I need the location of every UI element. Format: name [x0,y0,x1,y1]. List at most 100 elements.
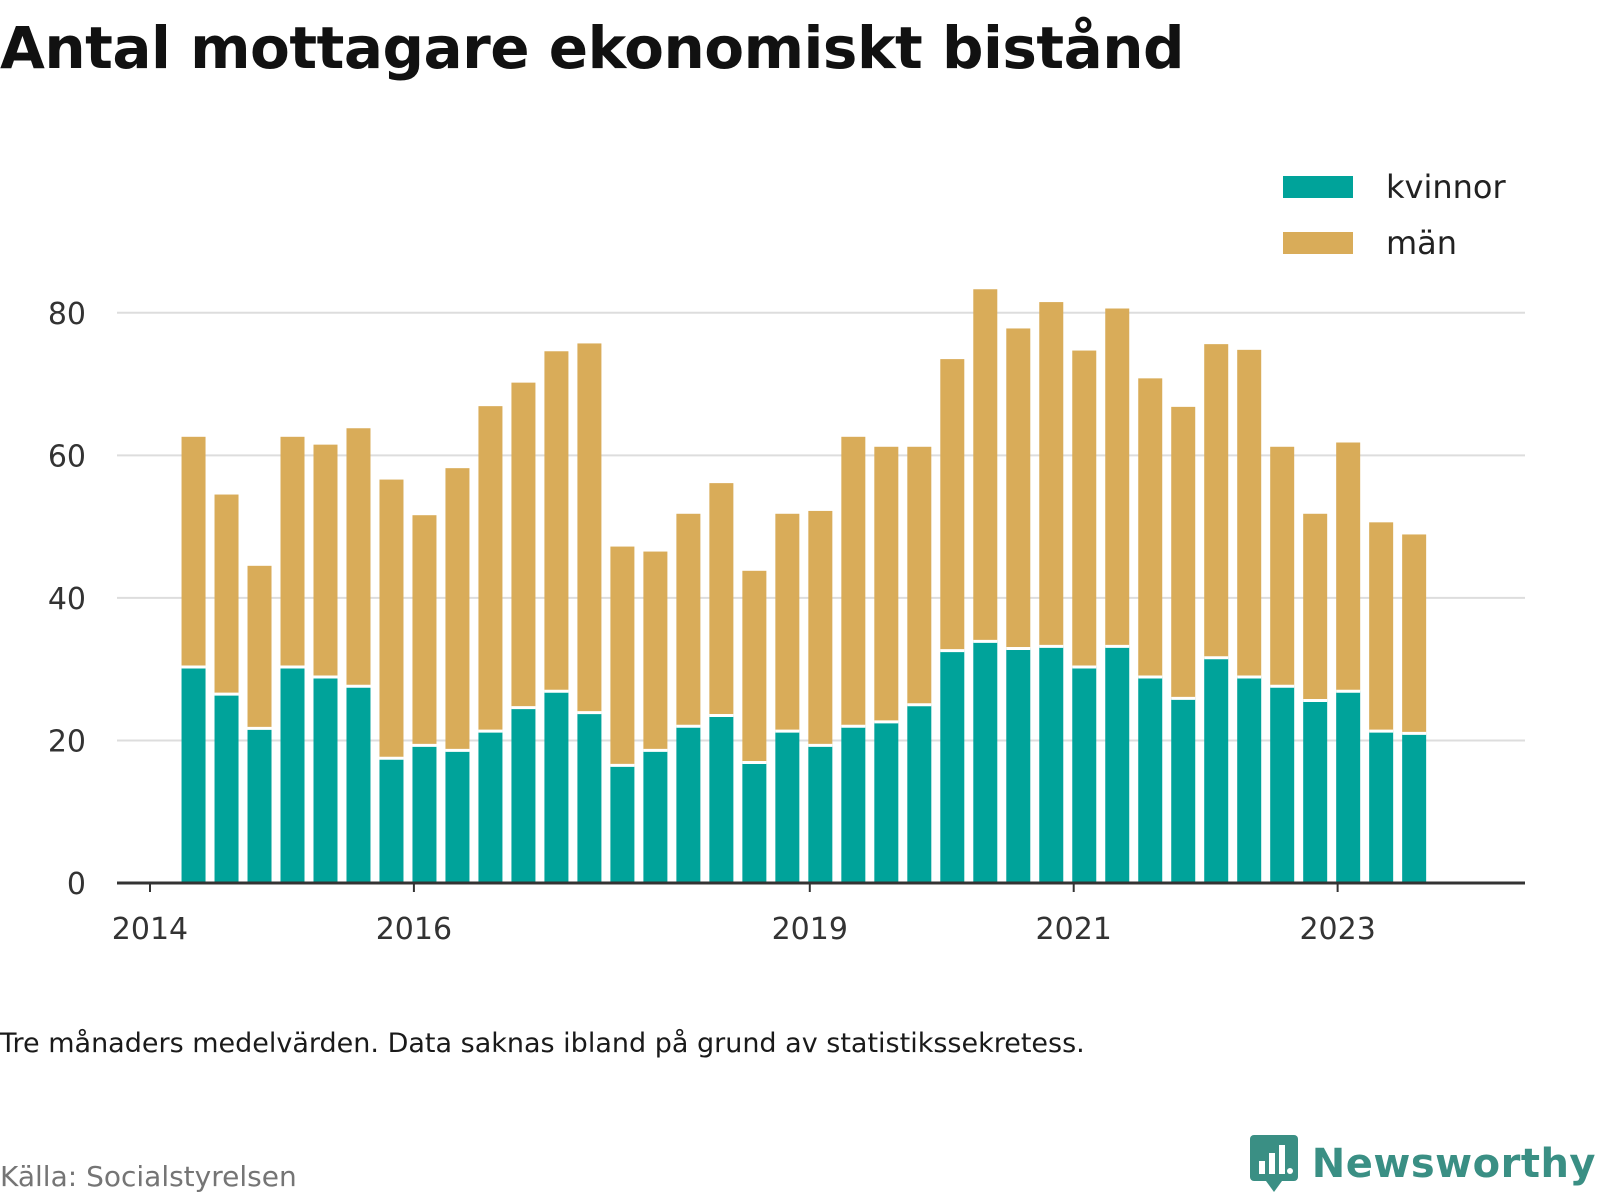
bar-man [1303,513,1328,701]
bar-kvinnor [1303,700,1328,883]
bar-kvinnor [280,667,305,883]
bar-man [874,446,899,722]
y-tick-label: 20 [48,724,86,759]
bar-man [214,494,239,695]
bar-kvinnor [247,728,272,883]
bar-kvinnor [511,707,536,883]
bar-kvinnor [1072,667,1097,883]
bar-man [775,513,800,732]
bar-kvinnor [1369,731,1394,883]
bar-man [1237,349,1262,678]
bar-man [808,510,833,746]
bar-man [841,436,866,727]
x-tick-label: 2023 [1299,912,1375,947]
bar-man [1171,406,1196,699]
bar-man [181,436,206,668]
newsworthy-logo-icon [1249,1135,1298,1192]
bar-man [445,468,470,751]
bar-man [412,515,437,746]
x-tick-label: 2016 [376,912,452,947]
bar-kvinnor [610,765,635,883]
legend[interactable]: kvinnor män [1270,162,1532,270]
bar-man [676,513,701,727]
bar-man [511,382,536,708]
y-tick-label: 0 [67,867,86,902]
bar-man [313,444,338,678]
x-tick-label: 2019 [772,912,848,947]
bar-kvinnor [544,691,569,883]
legend-label: män [1386,224,1457,262]
bar-kvinnor [1171,698,1196,883]
bar-kvinnor [1006,648,1031,883]
bars [181,289,1427,883]
bar-man [973,289,998,642]
bar-kvinnor [1237,677,1262,883]
bar-kvinnor [808,745,833,883]
bar-kvinnor [841,726,866,883]
bar-man [478,406,503,732]
bar-kvinnor [1204,657,1229,883]
bar-man [346,428,371,687]
bar-kvinnor [775,731,800,883]
bar-kvinnor [709,715,734,883]
bar-man [742,570,767,763]
bar-man [610,546,635,766]
bar-kvinnor [445,750,470,883]
bar-man [1138,378,1163,678]
bar-kvinnor [1270,686,1295,883]
bar-kvinnor [676,726,701,883]
legend-label: kvinnor [1386,168,1507,206]
bar-kvinnor [1402,733,1427,883]
legend-swatch [1283,232,1353,254]
brand[interactable]: Newsworthy [1249,1134,1596,1194]
bar-kvinnor [973,641,998,883]
y-tick-label: 40 [48,582,86,617]
bar-kvinnor [313,677,338,883]
bar-kvinnor [1138,677,1163,883]
bar-kvinnor [874,721,899,883]
bar-man [709,483,734,716]
x-tick-label: 2014 [112,912,188,947]
source-credit: Källa: Socialstyrelsen [0,1160,297,1193]
y-tick-label: 60 [48,439,86,474]
bar-kvinnor [346,686,371,883]
bar-kvinnor [742,762,767,883]
bar-man [280,436,305,668]
bar-man [1270,446,1295,687]
bar-kvinnor [181,667,206,883]
bar-man [544,351,569,692]
bar-man [1402,534,1427,734]
bar-man [1006,328,1031,649]
bar-kvinnor [1336,691,1361,883]
bar-kvinnor [643,750,668,883]
brand-name: Newsworthy [1311,1141,1596,1187]
bar-kvinnor [1105,646,1130,883]
bar-man [1336,442,1361,692]
bar-man [940,359,965,651]
bar-kvinnor [940,650,965,883]
bar-kvinnor [214,694,239,883]
axes: 0 20 40 60 80 2014 2016 2019 2021 2023 [48,297,1525,947]
bar-kvinnor [577,712,602,883]
y-tick-label: 80 [48,297,86,332]
bar-kvinnor [1039,646,1064,883]
chart-note: Tre månaders medelvärden. Data saknas ib… [0,1028,1085,1059]
bar-man [577,343,602,713]
page-title: Antal mottagare ekonomiskt bistånd [0,14,1185,82]
bar-man [1369,522,1394,732]
bar-man [907,446,932,705]
bar-kvinnor [412,745,437,883]
bar-kvinnor [478,731,503,883]
bar-man [379,479,404,759]
bar-kvinnor [379,758,404,883]
bar-man [1072,350,1097,668]
bar-man [1039,302,1064,647]
bar-kvinnor [907,704,932,883]
stacked-bar-chart: 0 20 40 60 80 2014 2016 2019 2021 2023 kvinnor män [48,162,1532,947]
bar-man [1105,308,1130,647]
bar-man [1204,344,1229,658]
legend-swatch [1283,176,1353,198]
bar-man [643,551,668,751]
x-tick-label: 2021 [1036,912,1112,947]
bar-man [247,565,272,729]
